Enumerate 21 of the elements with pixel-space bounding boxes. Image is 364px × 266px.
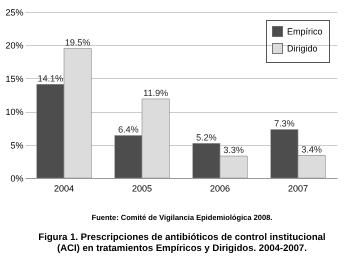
data-label: 6.4% [118, 124, 139, 135]
data-label: 7.3% [274, 118, 295, 129]
data-label: 3.3% [223, 145, 244, 156]
data-label: 11.9% [143, 88, 168, 98]
y-tick-label: 0% [10, 174, 24, 184]
x-tick-label: 2006 [210, 184, 230, 194]
data-label: 14.1% [38, 73, 64, 84]
x-tick-label: 2004 [54, 184, 74, 194]
y-tick-label: 5% [10, 140, 24, 150]
y-tick-label: 25% [5, 8, 24, 18]
y-tick-label: 20% [5, 40, 24, 51]
legend-label: Empírico [287, 26, 323, 36]
x-tick-label: 2007 [288, 184, 308, 194]
text: Figura 1. Prescripciones de antibióticos de control institucional (ACI) en tratamientos Empíricos y Dirigidos. 2004-2007. [37, 232, 327, 254]
legend-label: Dirigido [287, 44, 318, 54]
x-tick-label: 2005 [132, 184, 152, 194]
y-tick-label: 10% [5, 107, 24, 118]
data-label: 5.2% [196, 132, 217, 142]
y-tick-label: 15% [5, 74, 24, 84]
data-label: 3.4% [301, 144, 322, 154]
data-label: 19.5% [64, 38, 90, 48]
